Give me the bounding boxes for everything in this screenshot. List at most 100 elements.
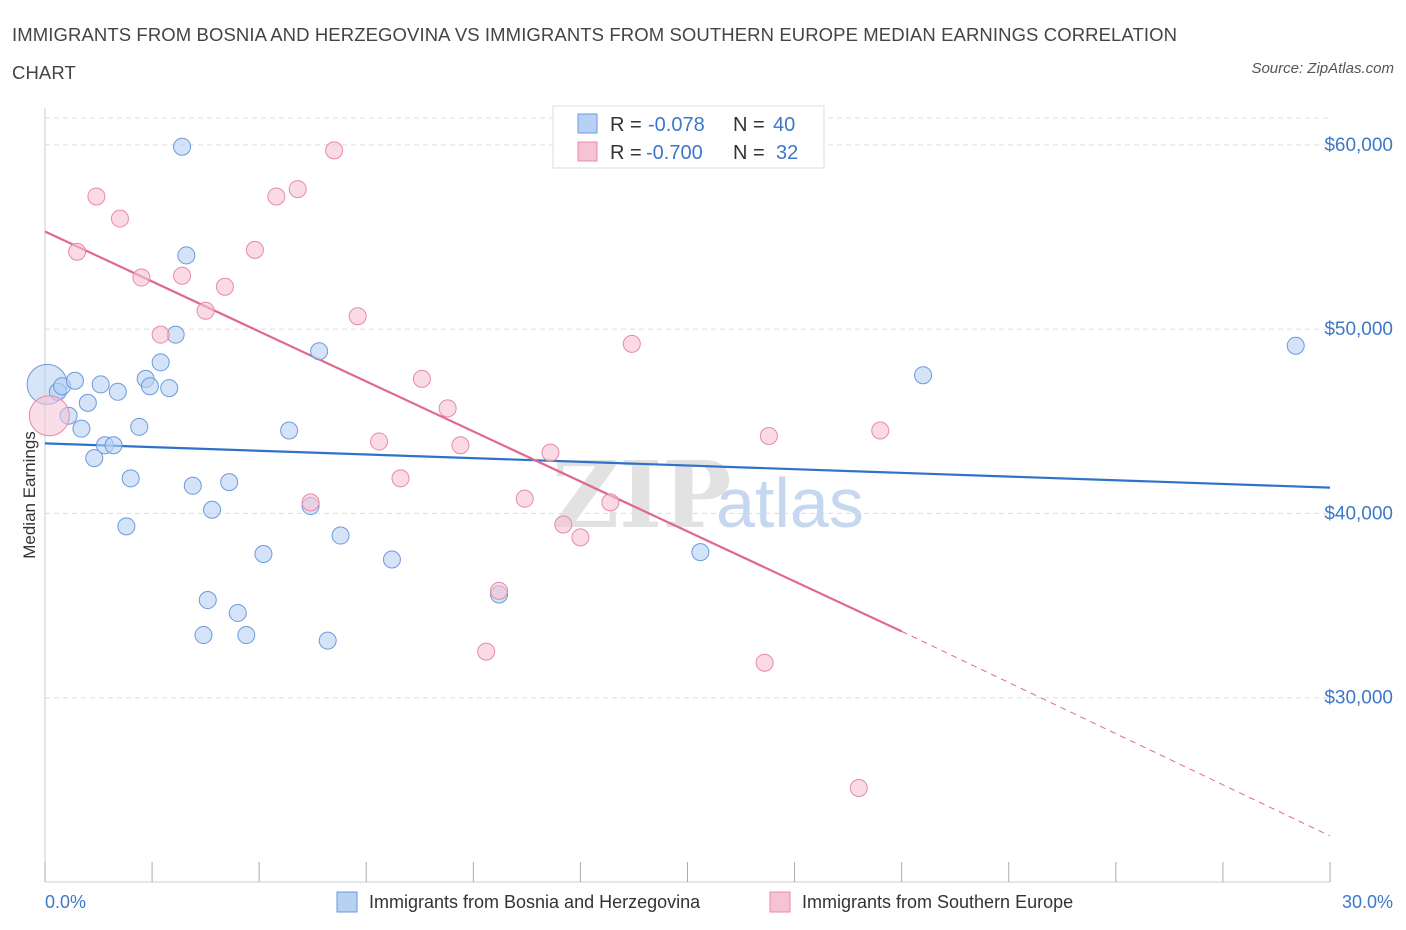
legend-n-value-pink: 32 — [776, 142, 798, 164]
bottom-legend-swatch-blue — [336, 891, 358, 913]
southern-europe-point-26 — [601, 493, 620, 512]
y-tick-label-60000: $60,000 — [1324, 135, 1393, 156]
southern-europe-point-19 — [451, 436, 470, 455]
southern-europe-point-31 — [871, 421, 890, 440]
bosnia-point-5 — [72, 419, 91, 438]
bosnia-point-4 — [65, 371, 84, 390]
bosnia-point-12 — [117, 517, 136, 536]
bosnia-point-6 — [78, 393, 97, 412]
southern-europe-point-23 — [541, 443, 560, 462]
bosnia-point-19 — [166, 325, 185, 344]
southern-europe-point-6 — [173, 266, 192, 285]
southern-europe-point-3 — [110, 209, 129, 228]
y-tick-labels: $30,000 $40,000 $50,000 $60,000 — [1324, 135, 1393, 709]
x-ticks — [44, 862, 1331, 882]
legend-n-label-pink: N = — [733, 142, 765, 164]
southern-europe-point-4 — [132, 268, 151, 287]
bosnia-point-21 — [177, 246, 196, 265]
bottom-legend-swatch-pink — [769, 891, 791, 913]
bosnia-point-29 — [254, 544, 273, 563]
legend-r-label-blue: R = — [610, 114, 642, 136]
southern-europe-point-0 — [28, 395, 70, 437]
bosnia-point-27 — [228, 603, 247, 622]
southern-europe-point-10 — [267, 187, 286, 206]
bosnia-point-23 — [194, 626, 213, 645]
southern-europe-trend-line — [44, 230, 903, 633]
y-axis-label: Median Earnings — [20, 431, 39, 559]
bosnia-trend-line — [44, 442, 1331, 489]
y-tick-label-40000: $40,000 — [1324, 503, 1393, 524]
southern-europe-point-30 — [849, 779, 868, 798]
bosnia-point-28 — [237, 626, 256, 645]
southern-europe-point-22 — [515, 489, 534, 508]
southern-europe-point-14 — [348, 307, 367, 326]
legend-n-label-blue: N = — [733, 114, 765, 136]
southern-europe-point-7 — [196, 301, 215, 320]
source-label: Source: ZipAtlas.com — [1251, 60, 1394, 77]
southern-europe-point-29 — [759, 427, 778, 446]
southern-europe-point-11 — [288, 180, 307, 199]
southern-europe-point-15 — [370, 432, 389, 451]
southern-europe-point-16 — [391, 469, 410, 488]
legend-swatch-pink — [577, 141, 598, 162]
legend-box — [552, 105, 825, 169]
bottom-legend-label-pink: Immigrants from Southern Europe — [802, 892, 1073, 912]
bosnia-point-24 — [198, 591, 217, 610]
legend-n-value-blue: 40 — [773, 114, 795, 136]
x-tick-label-min: 0.0% — [45, 892, 86, 912]
bosnia-point-16 — [140, 377, 159, 396]
southern-europe-point-1 — [68, 242, 87, 261]
southern-europe-point-17 — [412, 369, 431, 388]
southern-europe-point-8 — [215, 277, 234, 296]
southern-europe-point-21 — [490, 581, 509, 600]
bosnia-point-37 — [691, 543, 710, 562]
top-legend: R = -0.078 N = 40 R = -0.700 N = 32 — [552, 105, 825, 169]
bosnia-point-25 — [203, 500, 222, 519]
southern-europe-point-9 — [245, 240, 264, 259]
southern-europe-point-20 — [477, 642, 496, 661]
legend-r-value-pink: -0.700 — [646, 142, 703, 164]
southern-europe-point-25 — [571, 528, 590, 547]
southern-europe-point-27 — [622, 334, 641, 353]
bosnia-point-14 — [130, 417, 149, 436]
bosnia-point-39 — [1286, 336, 1305, 355]
bosnia-point-22 — [183, 476, 202, 495]
bosnia-point-26 — [220, 473, 239, 492]
legend-r-value-blue: -0.078 — [648, 114, 705, 136]
bosnia-point-33 — [318, 631, 337, 650]
bosnia-point-17 — [151, 353, 170, 372]
x-tick-label-max: 30.0% — [1342, 892, 1393, 912]
trend-lines — [44, 230, 1331, 837]
data-points — [26, 137, 1305, 798]
bosnia-point-11 — [108, 382, 127, 401]
watermark-atlas: atlas — [716, 464, 864, 542]
bosnia-point-38 — [914, 366, 933, 385]
southern-europe-point-5 — [151, 325, 170, 344]
bosnia-point-18 — [160, 379, 179, 398]
watermark: ZIP atlas — [552, 441, 864, 549]
southern-europe-point-2 — [87, 187, 106, 206]
bosnia-point-7 — [85, 449, 104, 468]
bosnia-point-20 — [173, 137, 192, 156]
bosnia-point-32 — [310, 342, 329, 361]
southern-europe-point-24 — [554, 515, 573, 534]
legend-swatch-blue — [577, 113, 598, 134]
bosnia-point-8 — [91, 375, 110, 394]
bosnia-point-34 — [331, 526, 350, 545]
southern-europe-point-28 — [755, 653, 774, 672]
chart-title: IMMIGRANTS FROM BOSNIA AND HERZEGOVINA V… — [12, 24, 1178, 83]
legend-r-label-pink: R = — [610, 142, 642, 164]
bosnia-point-10 — [104, 436, 123, 455]
y-tick-label-50000: $50,000 — [1324, 319, 1393, 340]
bottom-legend: Immigrants from Bosnia and Herzegovina I… — [336, 891, 1073, 913]
bosnia-point-30 — [280, 421, 299, 440]
southern-europe-trend-extension — [901, 630, 1331, 837]
bosnia-point-35 — [382, 550, 401, 569]
southern-europe-point-18 — [438, 399, 457, 418]
southern-europe-point-13 — [325, 141, 344, 160]
y-tick-label-30000: $30,000 — [1324, 688, 1393, 709]
bosnia-point-13 — [121, 469, 140, 488]
bottom-legend-label-blue: Immigrants from Bosnia and Herzegovina — [369, 892, 701, 912]
southern-europe-point-12 — [301, 493, 320, 512]
